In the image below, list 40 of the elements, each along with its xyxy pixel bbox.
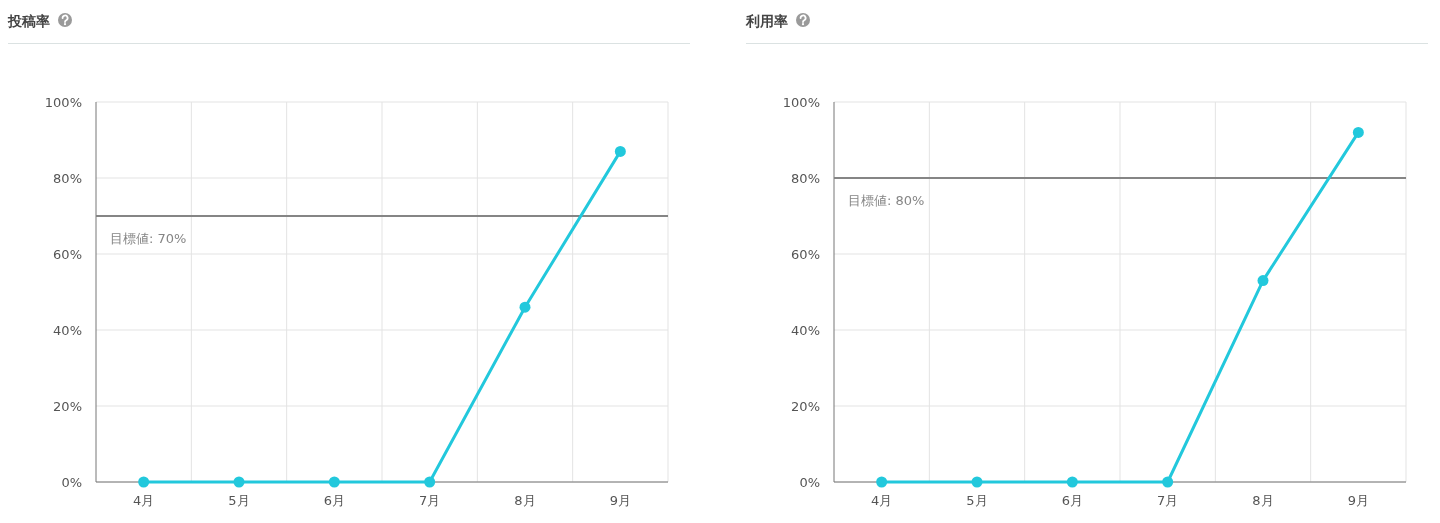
y-tick-label: 20% (791, 398, 820, 414)
x-tick-label: 7月 (419, 492, 441, 508)
y-tick-label: 0% (799, 474, 820, 490)
x-tick-label: 5月 (228, 492, 250, 508)
y-tick-label: 0% (61, 474, 82, 490)
point (614, 145, 626, 157)
y-tick-label: 40% (791, 322, 820, 338)
y-tick-label: 40% (53, 322, 82, 338)
point (1162, 476, 1174, 488)
x-tick-label: 4月 (871, 492, 893, 508)
x-tick-label: 9月 (1347, 492, 1369, 508)
point (233, 476, 245, 488)
x-tick-label: 7月 (1157, 492, 1179, 508)
point (971, 476, 983, 488)
y-tick-label: 80% (53, 170, 82, 186)
y-tick-label: 100% (782, 94, 820, 110)
chart-title: 利用率 (745, 13, 788, 29)
y-tick-label: 100% (44, 94, 82, 110)
y-tick-label: 60% (53, 246, 82, 262)
point (1257, 275, 1269, 287)
x-tick-label: 9月 (609, 492, 631, 508)
x-tick-label: 6月 (1061, 492, 1083, 508)
ref-line-label: 目標値: 80% (848, 192, 925, 208)
y-tick-label: 20% (53, 398, 82, 414)
point (1066, 476, 1078, 488)
point (424, 476, 436, 488)
point (138, 476, 150, 488)
point (876, 476, 888, 488)
x-tick-label: 4月 (133, 492, 155, 508)
x-tick-label: 6月 (323, 492, 345, 508)
point (328, 476, 340, 488)
y-tick-label: 80% (791, 170, 820, 186)
ref-line-label: 目標値: 70% (110, 230, 187, 246)
y-tick-label: 60% (791, 246, 820, 262)
chart-title: 投稿率 (7, 13, 50, 29)
x-tick-label: 8月 (514, 492, 536, 508)
point (519, 301, 531, 313)
x-tick-label: 8月 (1252, 492, 1274, 508)
point (1352, 126, 1364, 138)
x-tick-label: 5月 (966, 492, 988, 508)
